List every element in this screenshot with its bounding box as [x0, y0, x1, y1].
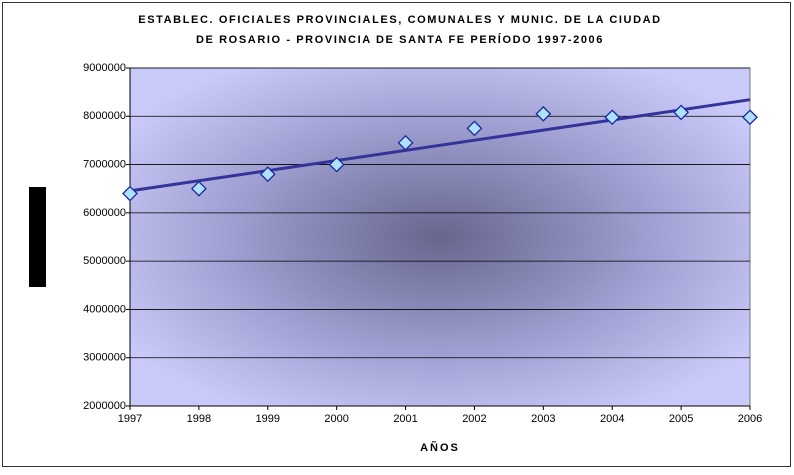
x-tick-label: 1998 — [187, 413, 211, 425]
y-tick-label: 9000000 — [83, 62, 126, 74]
plot-area — [129, 67, 751, 407]
data-point — [466, 120, 483, 137]
x-tick-label: 1999 — [256, 413, 280, 425]
y-tick-label: 7000000 — [83, 158, 126, 170]
chart-title: DE ROSARIO - PROVINCIA DE SANTA FE PERÍO… — [196, 33, 604, 46]
x-tick-label: 2006 — [738, 413, 762, 425]
x-tick-label: 2004 — [600, 413, 624, 425]
data-point — [259, 166, 276, 183]
y-tick-label: 5000000 — [83, 255, 126, 267]
data-point — [742, 109, 758, 126]
redacted-axis-label — [29, 187, 46, 287]
y-tick-label: 6000000 — [83, 207, 126, 219]
y-tick-label: 3000000 — [83, 352, 126, 364]
data-point — [535, 105, 552, 122]
data-point — [122, 185, 138, 202]
data-point — [604, 109, 621, 126]
data-point — [397, 134, 414, 151]
x-axis-title: AÑOS — [420, 441, 460, 454]
chart-title: ESTABLEC. OFICIALES PROVINCIALES, COMUNA… — [138, 14, 661, 26]
trend-line — [129, 98, 751, 193]
x-tick-label: 1997 — [118, 413, 142, 425]
data-point — [328, 156, 345, 173]
x-tick-label: 2003 — [531, 413, 555, 425]
x-tick-label: 2005 — [669, 413, 693, 425]
x-tick-label: 2002 — [462, 413, 486, 425]
x-tick-label: 2000 — [324, 413, 348, 425]
data-point — [673, 104, 690, 121]
y-tick-label: 4000000 — [83, 303, 126, 315]
y-tick-label: 8000000 — [83, 110, 126, 122]
data-point — [190, 180, 207, 197]
y-tick-label: 2000000 — [83, 400, 126, 412]
x-tick-label: 2001 — [393, 413, 417, 425]
